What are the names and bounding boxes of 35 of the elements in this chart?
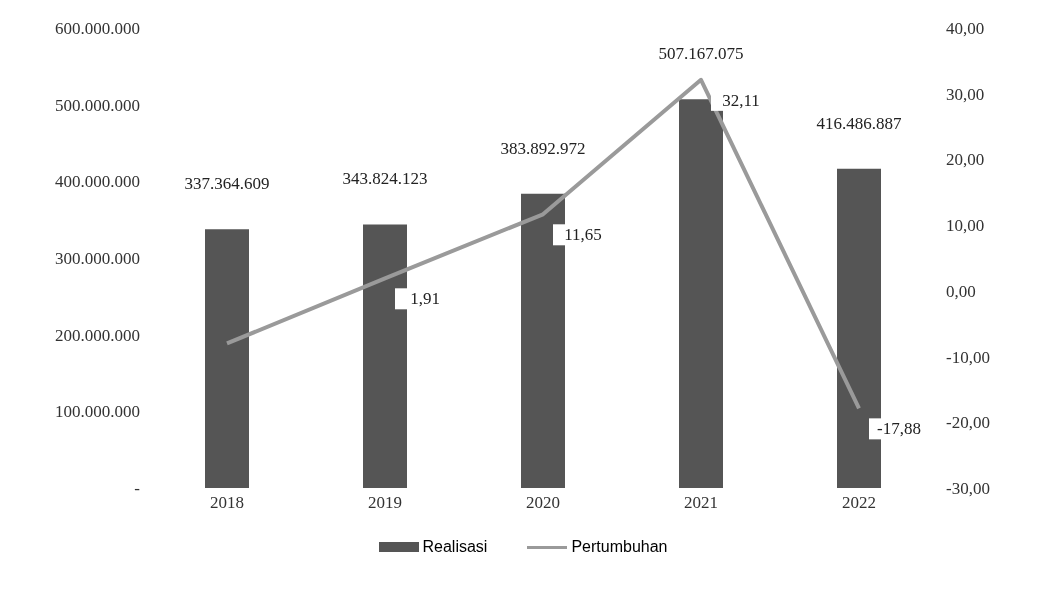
y2-tick-label: -20,00 [946,413,990,433]
y2-tick-label: -10,00 [946,347,990,367]
bar [205,229,249,488]
x-tick-label: 2020 [526,493,560,513]
y-tick-label: 100.000.000 [55,402,140,422]
data-label: 337.364.609 [184,174,270,194]
y-tick-label: 300.000.000 [55,249,140,269]
bar [521,193,565,488]
data-label: 11,65 [564,225,602,245]
data-label: 383.892.972 [500,138,586,158]
y2-tick-label: 0,00 [946,281,976,301]
data-label: 32,11 [722,90,760,110]
y2-tick-label: -30,00 [946,479,990,499]
legend-label: Realisasi [422,538,488,556]
x-tick-label: 2018 [210,493,244,513]
x-tick-label: 2021 [684,493,718,513]
y-tick-label: 600.000.000 [55,19,140,39]
y-tick-label: 400.000.000 [55,172,140,192]
data-label: 343.824.123 [342,169,428,189]
x-tick-label: 2022 [842,493,876,513]
y-tick-label: 200.000.000 [55,325,140,345]
x-tick-label: 2019 [368,493,402,513]
y2-tick-label: 30,00 [946,84,985,104]
data-label: -17,88 [877,419,921,439]
data-label: 507.167.075 [658,44,744,64]
y2-tick-label: 40,00 [946,19,985,39]
y-tick-label: - [134,479,141,499]
y-tick-label: 500.000.000 [55,95,140,115]
legend-label: Pertumbuhan [571,538,668,556]
bar [679,99,723,488]
y2-tick-label: 20,00 [946,150,985,170]
data-label: 416.486.887 [816,113,902,133]
y2-tick-label: 10,00 [946,216,985,236]
data-label: 1,91 [410,289,440,309]
bar [363,224,407,488]
